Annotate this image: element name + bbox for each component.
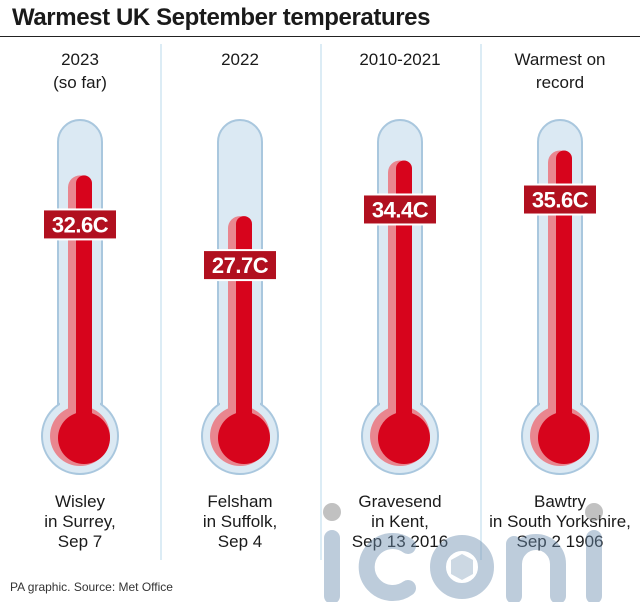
column-warmest-on-record: Warmest on record 35.6C Bawtry in South …	[480, 0, 640, 602]
column-2010-2021: 2010-2021 34.4C Gravesend in Kent, Sep 1…	[320, 0, 480, 602]
value-label-box	[362, 193, 438, 226]
value-label-box	[42, 208, 118, 241]
column-heading: 2010-2021	[320, 48, 480, 71]
location-label: Wisley in Surrey, Sep 7	[0, 492, 160, 552]
location-line: Sep 4	[217, 532, 263, 551]
mercury-bulb	[58, 412, 110, 464]
column-heading: 2022	[160, 48, 320, 71]
heading-line: 2022	[221, 50, 259, 69]
location-label: Gravesend in Kent, Sep 13 2016	[320, 492, 480, 552]
column-heading: Warmest on record	[480, 48, 640, 94]
value-label: 27.7C	[212, 253, 269, 278]
value-label: 32.6C	[52, 212, 109, 237]
location-line: in Surrey,	[44, 512, 116, 531]
title-rule	[0, 36, 640, 37]
value-label-box	[202, 249, 278, 282]
mercury-column	[236, 216, 252, 436]
column-divider	[480, 44, 482, 560]
mercury-bulb	[378, 412, 430, 464]
mercury-bulb	[218, 412, 270, 464]
column-heading: 2023 (so far)	[0, 48, 160, 94]
mercury-bulb	[538, 412, 590, 464]
mercury-column	[76, 175, 92, 437]
value-label: 34.4C	[372, 197, 429, 222]
heading-line: 2010-2021	[359, 50, 441, 69]
thermometer: 32.6C	[41, 119, 119, 475]
location-line: Wisley	[54, 492, 106, 511]
chart-title: Warmest UK September temperatures	[12, 4, 431, 31]
location-line: in Kent,	[371, 512, 429, 531]
location-line: Sep 13 2016	[351, 532, 449, 551]
location-line: in Suffolk,	[202, 512, 278, 531]
mercury-column	[556, 150, 572, 436]
column-2022: 2022 27.7C Felsham in Suffolk, Sep 4	[160, 0, 320, 602]
location-line: Bawtry	[534, 492, 586, 511]
source-note: PA graphic. Source: Met Office	[10, 580, 173, 594]
location-label: Bawtry in South Yorkshire, Sep 2 1906	[480, 492, 640, 552]
location-line: Sep 2 1906	[516, 532, 604, 551]
heading-line: (so far)	[53, 73, 107, 92]
column-divider	[160, 44, 162, 560]
location-label: Felsham in Suffolk, Sep 4	[160, 492, 320, 552]
column-2023: 2023 (so far) 32.6C Wisley in Surrey, Se…	[0, 0, 160, 602]
location-line: in South Yorkshire,	[489, 512, 631, 531]
thermometer: 35.6C	[521, 119, 599, 475]
thermometer: 34.4C	[361, 119, 439, 475]
location-line: Felsham	[207, 492, 273, 511]
column-divider	[320, 44, 322, 560]
heading-line: 2023	[61, 50, 99, 69]
value-label: 35.6C	[532, 188, 589, 213]
value-label-box	[522, 183, 598, 216]
heading-line: record	[535, 73, 585, 92]
location-line: Sep 7	[57, 532, 103, 551]
location-line: Gravesend	[358, 492, 442, 511]
mercury-column	[396, 160, 412, 437]
thermometer: 27.7C	[201, 119, 279, 475]
heading-line: Warmest on	[514, 50, 606, 69]
